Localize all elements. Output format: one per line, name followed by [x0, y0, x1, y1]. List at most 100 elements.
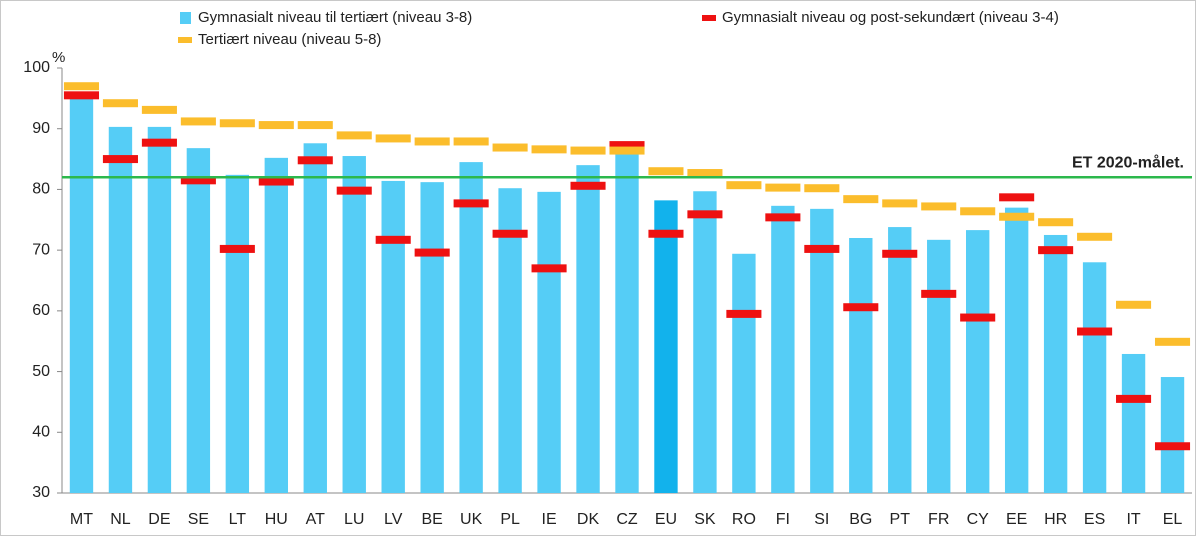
marker: [336, 186, 372, 195]
x-tick-label: LU: [344, 511, 364, 528]
marker: [648, 229, 684, 238]
y-tick-label: 100: [23, 59, 50, 76]
y-tick-label: 60: [32, 302, 50, 319]
marker: [1116, 300, 1152, 309]
marker: [1038, 246, 1074, 255]
bar: [771, 205, 795, 494]
x-tick-label: PT: [890, 511, 911, 528]
x-tick-label: FI: [776, 511, 790, 528]
x-tick-label: ES: [1084, 511, 1105, 528]
x-tick-label: SI: [814, 511, 829, 528]
bar: [693, 191, 717, 493]
marker: [765, 183, 801, 192]
marker: [63, 82, 100, 91]
marker: [882, 249, 918, 258]
x-tick-label: EU: [655, 511, 677, 528]
x-tick-label: CZ: [616, 511, 638, 528]
x-tick-label: DK: [577, 511, 600, 528]
legend-label: Gymnasialt niveau til tertiært (niveau 3…: [198, 9, 472, 26]
x-tick-label: SE: [188, 511, 209, 528]
bar: [459, 162, 483, 493]
marker: [492, 229, 528, 238]
marker: [1077, 327, 1113, 336]
bar: [147, 126, 172, 494]
marker: [258, 121, 294, 130]
bar: [264, 157, 288, 493]
x-tick-label: RO: [732, 511, 756, 528]
legend-label: Tertiært niveau (niveau 5-8): [198, 31, 381, 48]
reference-label: ET 2020-målet.: [1072, 154, 1184, 172]
marker: [609, 146, 645, 155]
marker: [297, 156, 333, 165]
marker: [1038, 218, 1074, 227]
x-tick-label: IT: [1126, 511, 1140, 528]
bar: [381, 180, 405, 493]
x-tick-label: NL: [110, 511, 131, 528]
bar: [1121, 353, 1146, 493]
x-tick-label: UK: [460, 511, 483, 528]
marker: [453, 199, 489, 208]
bar: [849, 238, 873, 493]
marker: [414, 137, 450, 146]
marker: [453, 137, 489, 146]
bar: [108, 126, 133, 494]
marker: [531, 264, 567, 273]
y-tick-label: 30: [32, 484, 50, 501]
y-tick-label: 70: [32, 241, 50, 258]
y-tick-label: 40: [32, 424, 50, 441]
bar: [810, 208, 834, 493]
marker: [687, 210, 723, 219]
x-tick-label: EE: [1006, 511, 1027, 528]
y-tick-label: 50: [32, 363, 50, 380]
marker: [804, 184, 840, 193]
legend-swatch: [178, 37, 192, 43]
marker: [726, 181, 762, 190]
x-tick-label: DE: [148, 511, 170, 528]
marker: [999, 193, 1035, 202]
marker: [219, 244, 255, 253]
x-tick-label: IE: [542, 511, 557, 528]
marker: [1154, 442, 1191, 451]
marker: [141, 138, 177, 147]
marker: [219, 119, 255, 128]
marker: [141, 105, 177, 114]
x-tick-label: SK: [694, 511, 716, 528]
marker: [63, 91, 100, 100]
marker: [687, 169, 723, 178]
marker: [180, 117, 216, 126]
marker: [492, 143, 528, 152]
marker: [414, 248, 450, 257]
marker: [531, 145, 567, 154]
bar: [576, 165, 600, 493]
bar: [498, 188, 522, 493]
marker: [921, 202, 957, 211]
marker: [843, 195, 879, 204]
legend-swatch: [180, 12, 191, 24]
x-tick-label: PL: [500, 511, 520, 528]
marker: [258, 177, 294, 186]
marker: [843, 303, 879, 312]
marker: [648, 167, 684, 176]
marker: [102, 99, 138, 108]
marker: [804, 244, 840, 253]
marker: [1077, 232, 1113, 241]
bar: [927, 239, 951, 493]
marker: [102, 155, 138, 164]
bar: [1160, 377, 1185, 493]
x-tick-label: BG: [849, 511, 872, 528]
marker: [726, 309, 762, 318]
marker: [765, 213, 801, 222]
bar: [537, 191, 561, 493]
x-tick-label: MT: [70, 511, 93, 528]
x-tick-label: LT: [229, 511, 247, 528]
marker: [570, 181, 606, 190]
x-tick-label: HR: [1044, 511, 1067, 528]
y-axis-label: %: [52, 49, 65, 66]
bar: [1043, 234, 1068, 493]
bar: [732, 253, 756, 493]
x-tick-label: BE: [422, 511, 443, 528]
marker: [336, 131, 372, 140]
marker: [180, 176, 216, 185]
bar: [69, 95, 94, 494]
bar: [342, 156, 366, 494]
